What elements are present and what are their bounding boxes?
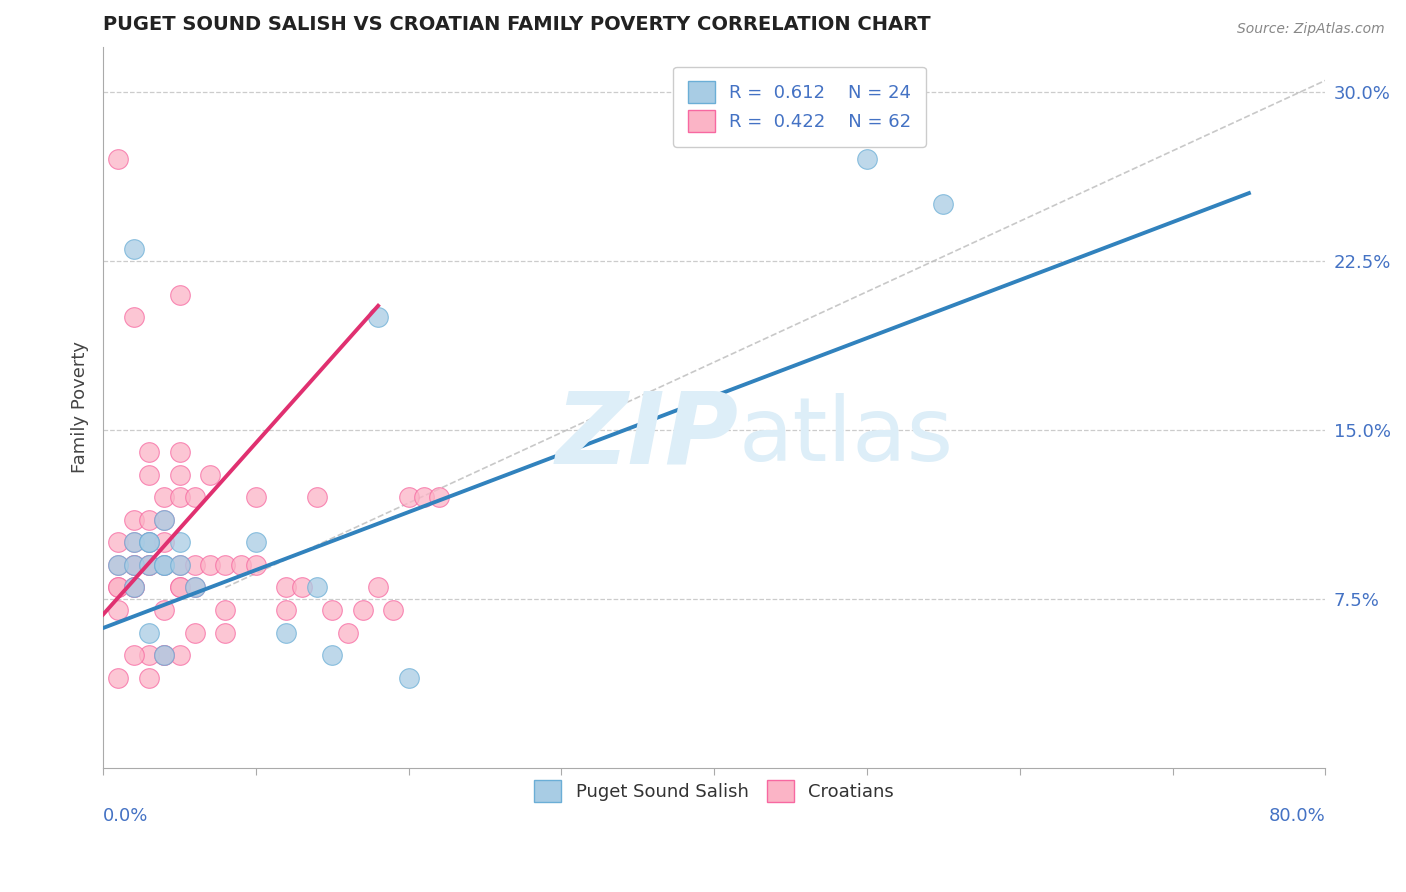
Text: 80.0%: 80.0% — [1268, 807, 1326, 825]
Point — [229, 558, 252, 572]
Point — [276, 603, 298, 617]
Text: Source: ZipAtlas.com: Source: ZipAtlas.com — [1237, 22, 1385, 37]
Point — [291, 581, 314, 595]
Point — [382, 603, 405, 617]
Point — [107, 535, 129, 549]
Point — [321, 648, 343, 662]
Point — [153, 513, 176, 527]
Point — [138, 648, 160, 662]
Point — [169, 491, 191, 505]
Point — [169, 445, 191, 459]
Point — [321, 603, 343, 617]
Point — [169, 467, 191, 482]
Point — [276, 625, 298, 640]
Point — [184, 581, 207, 595]
Point — [138, 625, 160, 640]
Point — [367, 310, 389, 324]
Point — [138, 535, 160, 549]
Point — [214, 603, 236, 617]
Point — [398, 671, 420, 685]
Point — [245, 558, 267, 572]
Point — [198, 467, 221, 482]
Point — [122, 558, 145, 572]
Point — [122, 243, 145, 257]
Point — [398, 491, 420, 505]
Point — [138, 671, 160, 685]
Point — [932, 197, 955, 211]
Point — [427, 491, 450, 505]
Point — [214, 558, 236, 572]
Point — [169, 581, 191, 595]
Point — [122, 558, 145, 572]
Point — [107, 558, 129, 572]
Point — [169, 581, 191, 595]
Y-axis label: Family Poverty: Family Poverty — [72, 341, 89, 473]
Point — [184, 558, 207, 572]
Point — [184, 491, 207, 505]
Point — [305, 581, 328, 595]
Point — [122, 581, 145, 595]
Point — [138, 535, 160, 549]
Point — [153, 648, 176, 662]
Point — [122, 648, 145, 662]
Point — [856, 153, 879, 167]
Point — [153, 558, 176, 572]
Point — [107, 581, 129, 595]
Point — [122, 535, 145, 549]
Point — [138, 535, 160, 549]
Point — [107, 153, 129, 167]
Point — [169, 558, 191, 572]
Text: PUGET SOUND SALISH VS CROATIAN FAMILY POVERTY CORRELATION CHART: PUGET SOUND SALISH VS CROATIAN FAMILY PO… — [103, 15, 931, 34]
Point — [122, 310, 145, 324]
Point — [276, 581, 298, 595]
Point — [153, 648, 176, 662]
Point — [122, 535, 145, 549]
Point — [367, 581, 389, 595]
Point — [122, 581, 145, 595]
Point — [169, 558, 191, 572]
Point — [138, 558, 160, 572]
Point — [122, 558, 145, 572]
Point — [138, 558, 160, 572]
Text: 0.0%: 0.0% — [103, 807, 149, 825]
Point — [138, 467, 160, 482]
Point — [153, 558, 176, 572]
Point — [122, 581, 145, 595]
Text: atlas: atlas — [738, 392, 953, 480]
Text: ZIP: ZIP — [555, 387, 738, 484]
Point — [214, 625, 236, 640]
Point — [352, 603, 374, 617]
Point — [153, 491, 176, 505]
Point — [305, 491, 328, 505]
Point — [153, 648, 176, 662]
Point — [413, 491, 436, 505]
Point — [184, 625, 207, 640]
Point — [336, 625, 359, 640]
Point — [184, 581, 207, 595]
Point — [245, 535, 267, 549]
Point — [245, 491, 267, 505]
Point — [138, 513, 160, 527]
Point — [153, 535, 176, 549]
Point — [169, 287, 191, 301]
Point — [107, 671, 129, 685]
Point — [169, 535, 191, 549]
Point — [153, 558, 176, 572]
Point — [153, 603, 176, 617]
Point — [107, 603, 129, 617]
Point — [169, 648, 191, 662]
Point — [107, 581, 129, 595]
Point — [138, 558, 160, 572]
Point — [198, 558, 221, 572]
Point — [122, 513, 145, 527]
Point — [138, 445, 160, 459]
Legend: Puget Sound Salish, Croatians: Puget Sound Salish, Croatians — [527, 772, 901, 809]
Point — [107, 558, 129, 572]
Point — [153, 513, 176, 527]
